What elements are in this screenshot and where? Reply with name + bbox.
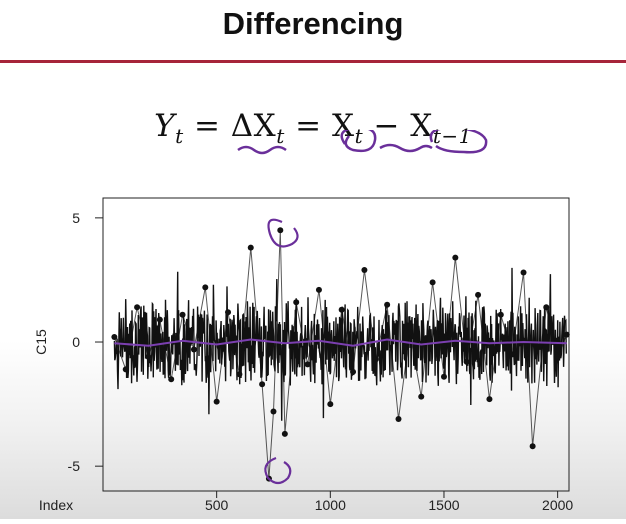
equation-delta-term: = ΔX	[183, 108, 277, 144]
x-tick-label: 2000	[542, 497, 573, 513]
lag-circle-scribble	[429, 130, 488, 154]
series-point	[259, 381, 266, 388]
series-point	[520, 269, 527, 276]
series-point	[563, 331, 570, 338]
series-point	[350, 368, 357, 375]
minus-underline-scribble	[379, 143, 433, 153]
series-point	[202, 284, 209, 291]
series-point	[304, 361, 311, 368]
x-tick-label: 1500	[428, 497, 459, 513]
time-series-chart: -5 0 5 500 1000 1500 2000 Index C15	[33, 197, 573, 513]
series-point	[338, 306, 345, 313]
series-point	[236, 371, 243, 378]
series-point	[529, 443, 536, 450]
y-tick-label: -5	[68, 458, 81, 474]
series-point	[395, 415, 402, 422]
series-point	[384, 301, 391, 308]
x-tick-label: 500	[205, 497, 229, 513]
series-point	[134, 304, 141, 311]
series-point	[247, 244, 254, 251]
series-point	[213, 398, 220, 405]
series-point	[418, 393, 425, 400]
x-axis-label: Index	[39, 497, 73, 513]
smooth-line	[114, 338, 567, 347]
series-point	[463, 358, 470, 365]
series-point	[168, 376, 175, 383]
equation-lhs: Y	[154, 108, 176, 144]
plot-frame	[102, 197, 570, 492]
series-point	[554, 353, 561, 360]
series-point	[111, 334, 118, 341]
equation-delta-sub: t	[276, 124, 285, 148]
series-point	[406, 329, 413, 336]
series-point	[179, 311, 186, 318]
y-tick-label: 5	[72, 210, 80, 226]
equation-lhs-sub: t	[175, 124, 184, 148]
series-point	[293, 299, 300, 306]
series-point	[509, 351, 516, 358]
title-divider	[0, 60, 626, 63]
series-point	[122, 366, 129, 373]
differencing-equation: Yt = ΔXt = Xt − Xt−1	[0, 108, 626, 148]
series-point	[486, 396, 493, 403]
y-tick-label: 0	[72, 334, 80, 350]
series-point	[372, 356, 379, 363]
equation-xt-term: = X	[284, 108, 355, 144]
chart-area: -5 0 5 500 1000 1500 2000 Index C15	[0, 180, 626, 519]
series-point	[452, 254, 459, 261]
series-point	[429, 279, 436, 286]
series-point	[440, 373, 447, 380]
series-point	[225, 309, 232, 316]
equation-lag-term: − X	[363, 108, 433, 144]
y-axis-label: C15	[33, 329, 49, 355]
equation-xt-sub: t	[354, 124, 364, 148]
xt-circle-scribble	[340, 130, 377, 153]
series-point	[281, 430, 288, 437]
series-point	[190, 346, 197, 353]
series-point	[475, 291, 482, 298]
series-point	[315, 286, 322, 293]
peak-annotation-circle	[267, 218, 299, 248]
series-point	[277, 227, 284, 234]
series-point	[270, 408, 277, 415]
series-noise-line	[113, 267, 567, 421]
series-point	[327, 401, 334, 408]
equation-annotations	[237, 130, 488, 155]
delta-underline-scribble	[237, 145, 287, 155]
series-point	[145, 353, 152, 360]
series-point	[156, 316, 163, 323]
slide-title: Differencing	[222, 6, 404, 41]
equation-lag-sub: t−1	[432, 124, 472, 148]
series-point	[361, 267, 368, 274]
x-tick-label: 1000	[315, 497, 346, 513]
series-point	[543, 304, 550, 311]
series-point	[497, 311, 504, 318]
trough-annotation-circle	[264, 456, 292, 485]
